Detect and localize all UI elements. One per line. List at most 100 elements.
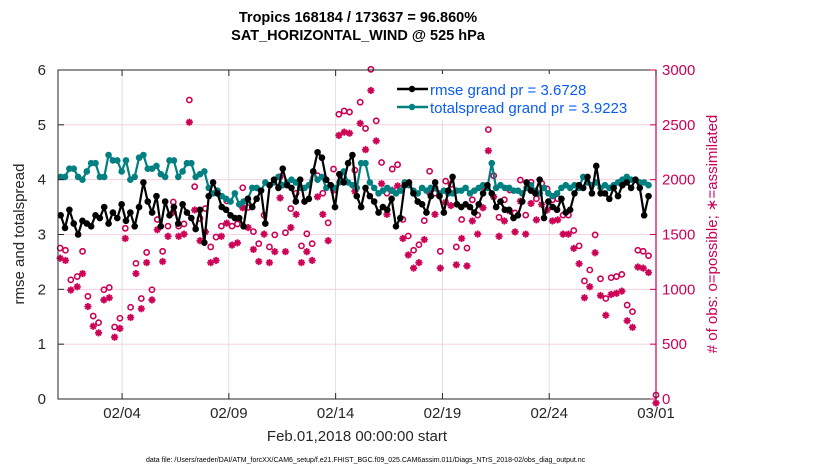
rmse-point [497,198,504,205]
obs-possible-marker [191,183,199,191]
obs-assimilated-marker [634,263,642,271]
obs-possible-marker [180,220,188,228]
rmse-point [144,198,152,205]
totalspread-point [174,173,182,181]
left-y-axis: 0 1 2 3 4 5 6 [38,62,64,408]
rmse-point [601,190,609,197]
obs-possible-marker [591,231,599,239]
totalspread-point [122,157,130,164]
chart-title: Tropics 168184 / 173637 = 96.860% [239,10,477,26]
totalspread-point [370,184,378,192]
totalspread-point [105,151,112,159]
rmse-point [70,220,78,227]
obs-assimilated-marker [89,322,97,330]
obs-assimilated-marker [159,257,167,266]
rmse-point [279,165,287,172]
obs-possible-marker [137,295,145,302]
y-tick-label: 5 [38,117,46,134]
rmse-point [410,190,417,197]
obs-possible-marker [100,286,108,294]
obs-possible-marker [634,246,642,254]
rmse-point [505,206,513,214]
obs-possible-marker [319,189,327,197]
obs-possible-marker [356,98,364,106]
rmse-point [475,201,483,208]
legend-swatch-rmse-marker [408,85,416,93]
obs-possible-marker [95,319,102,327]
obs-assimilated-marker [559,230,567,238]
obs-assimilated-marker [607,290,615,299]
obs-possible-marker [89,312,97,320]
obs-assimilated-marker [61,256,70,265]
rmse-point [540,214,548,222]
totalspread-point [83,168,91,175]
obs-possible-marker [340,107,348,115]
obs-assimilated-marker [292,210,300,218]
obs-assimilated-marker [297,259,306,267]
rmse-point [440,209,448,216]
obs-assimilated-marker [644,268,653,277]
obs-assimilated-marker [452,261,460,269]
obs-assimilated-marker [628,323,637,331]
rmse-point [431,179,439,186]
rmse-point [479,190,487,197]
obs-assimilated-marker [287,223,295,232]
rmse-point [205,192,213,200]
y-tick-label: 6 [38,62,46,79]
rmse-point [632,176,639,183]
totalspread-point [153,162,160,170]
rmse-point [66,206,73,214]
rmse-point [100,203,108,211]
obs-possible-marker [426,167,434,175]
obs-assimilated-marker [164,232,172,240]
obs-assimilated-marker [458,234,466,243]
obs-possible-marker [303,230,311,238]
rmse-point [235,214,243,222]
obs-possible-marker [388,165,396,173]
rmse-point [188,214,195,222]
x-axis-label: Feb.01,2018 00:00:00 start [267,428,448,445]
x-axis: 02/04 02/09 02/14 02/19 02/24 03/01 [103,70,675,422]
rmse-point [322,176,330,183]
obs-possible-marker [346,108,353,116]
obs-possible-marker [73,273,81,280]
rmse-point [514,212,522,219]
rmse-point [270,176,278,183]
obs-possible-marker [522,211,530,219]
obs-assimilated-marker [420,235,428,244]
obs-possible-marker [62,246,69,254]
rmse-point [209,179,217,186]
rmse-point [518,198,526,205]
obs-possible-marker [420,217,428,225]
rmse-point [174,220,182,227]
obs-assimilated-marker [94,329,103,337]
obs-assimilated-marker [377,180,386,188]
x-tick-label: 03/01 [637,405,675,422]
obs-possible-marker [597,275,604,283]
totalspread-point [161,173,169,181]
obs-assimilated-marker [271,248,279,256]
obs-possible-marker [308,240,316,248]
rmse-point [240,222,247,230]
totalspread-point [362,159,369,167]
obs-assimilated-marker [303,248,311,256]
obs-possible-marker [121,224,129,232]
obs-possible-marker [629,308,636,316]
obs-assimilated-marker [110,333,119,341]
series-layer [57,148,652,247]
totalspread-point [488,159,496,167]
rmse-point [292,198,300,205]
rmse-point [397,214,404,222]
obs-possible-marker [164,222,172,230]
totalspread-point [179,168,186,175]
obs-possible-marker [298,242,305,250]
obs-possible-marker [127,303,135,311]
obs-assimilated-marker [495,232,503,240]
obs-assimilated-marker [345,129,354,137]
totalspread-point [188,159,195,167]
totalspread-point [553,190,561,197]
obs-assimilated-marker [313,193,322,201]
rmse-point [57,212,64,219]
obs-possible-marker [394,161,401,169]
